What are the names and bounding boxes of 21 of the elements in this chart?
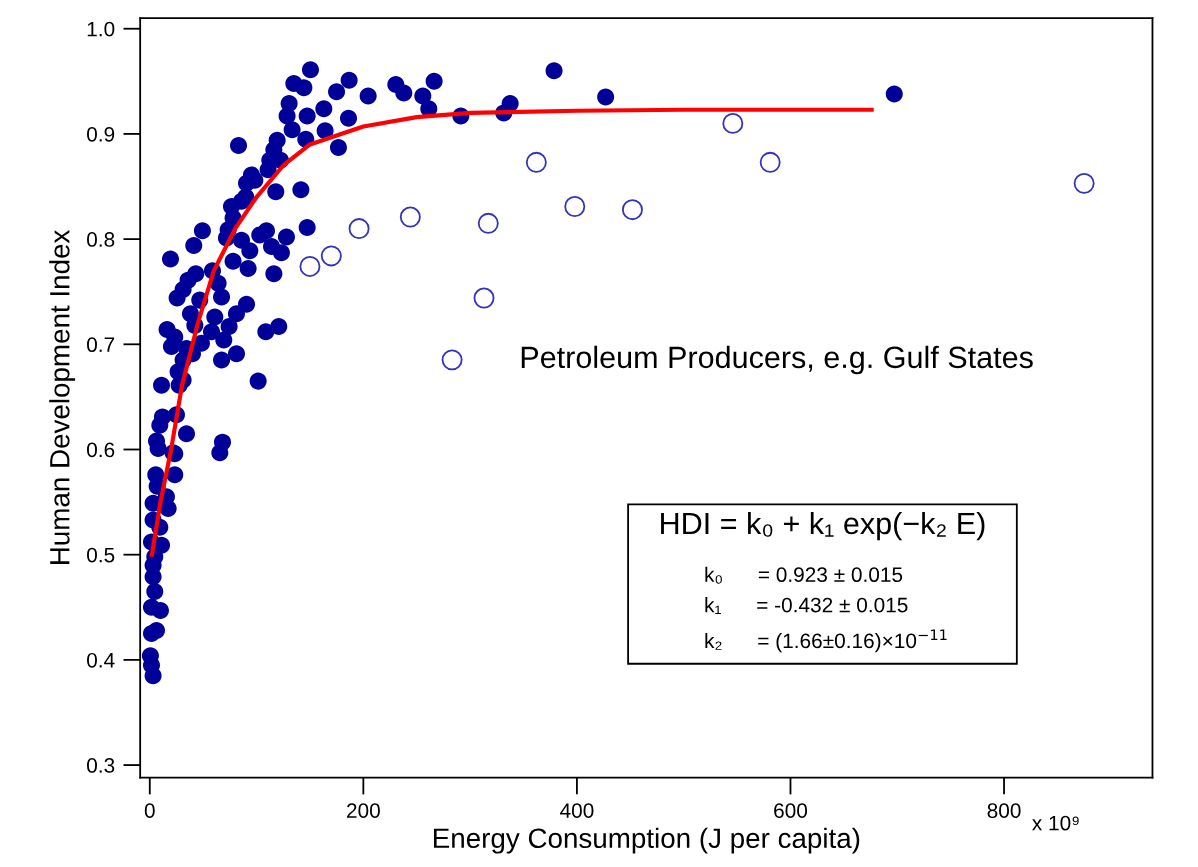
y-tick-label: 0.5	[87, 547, 115, 563]
y-tick-label: 0.6	[87, 442, 115, 458]
x-tick-label: 0	[144, 803, 155, 818]
y-tick-label: 0.7	[87, 337, 115, 353]
y-tick-label: 0.3	[87, 758, 115, 773]
y-tick-label: 1.0	[87, 21, 115, 37]
x-tick-label: 600	[774, 803, 808, 818]
y-tick-label: 0.8	[87, 232, 115, 247]
x-tick-label: 400	[560, 803, 594, 818]
x-axis-title: Energy Consumption (J per capita)	[434, 827, 860, 854]
y-axis-title: Human Development Index	[49, 229, 76, 564]
text: x 10⁹	[1032, 815, 1079, 831]
x-tick-label: 200	[347, 803, 380, 818]
annotation: k₁ = -0.432 ± 0.015	[705, 597, 908, 614]
legend-label: Petroleum Producers, e.g. Gulf States	[521, 345, 1033, 375]
annotation: k₀ = 0.923 ± 0.015	[705, 566, 903, 584]
y-tick-label: 0.4	[87, 652, 115, 668]
y-tick-label: 0.9	[87, 126, 115, 142]
x-tick-label: 800	[987, 803, 1021, 818]
annotation: k₂ = (1.66±0.16)×10$^{−11}$	[705, 629, 947, 653]
annotation: HDI = k₀ + k₁ exp(−k₂ E)	[661, 511, 985, 541]
